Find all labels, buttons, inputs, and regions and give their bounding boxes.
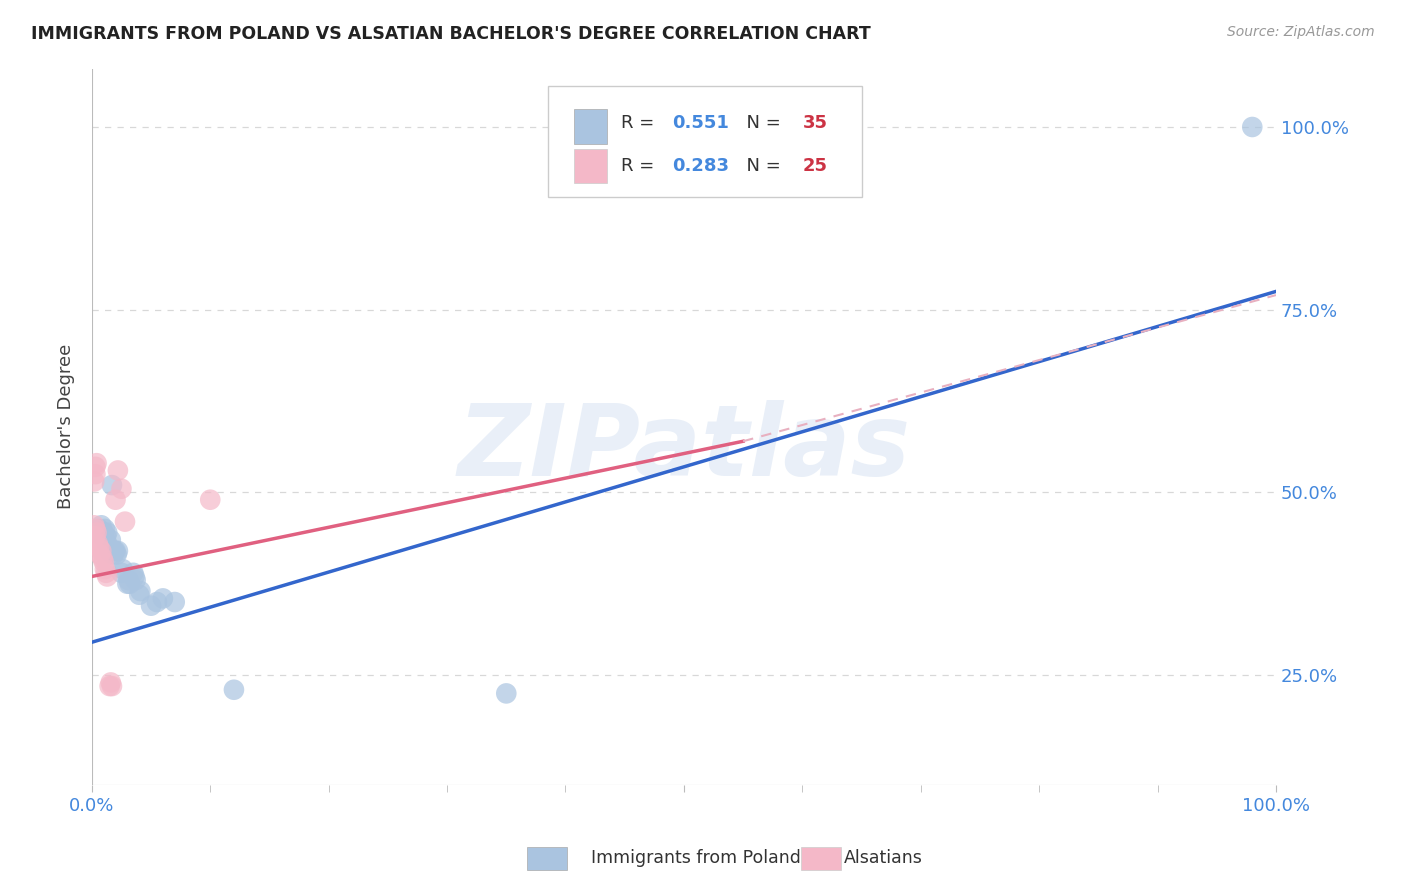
Point bbox=[110, 482, 132, 496]
Point bbox=[86, 456, 108, 470]
Point bbox=[163, 595, 186, 609]
Y-axis label: Bachelor's Degree: Bachelor's Degree bbox=[58, 344, 75, 509]
Point bbox=[94, 529, 117, 543]
Point bbox=[93, 525, 115, 540]
Point bbox=[111, 562, 134, 576]
Text: IMMIGRANTS FROM POLAND VS ALSATIAN BACHELOR'S DEGREE CORRELATION CHART: IMMIGRANTS FROM POLAND VS ALSATIAN BACHE… bbox=[31, 25, 870, 43]
Point bbox=[146, 595, 169, 609]
Text: Alsatians: Alsatians bbox=[844, 849, 922, 867]
Text: Immigrants from Poland: Immigrants from Poland bbox=[591, 849, 800, 867]
Text: R =: R = bbox=[621, 114, 661, 132]
FancyBboxPatch shape bbox=[574, 110, 607, 144]
Point bbox=[84, 459, 107, 474]
Text: R =: R = bbox=[621, 157, 661, 175]
Point bbox=[90, 518, 112, 533]
FancyBboxPatch shape bbox=[548, 87, 862, 197]
Text: Source: ZipAtlas.com: Source: ZipAtlas.com bbox=[1227, 25, 1375, 39]
Point bbox=[83, 475, 105, 489]
Point bbox=[1241, 120, 1264, 134]
Point bbox=[117, 576, 139, 591]
Point bbox=[87, 525, 110, 540]
Point bbox=[84, 522, 107, 536]
Point bbox=[91, 529, 114, 543]
Point bbox=[84, 467, 107, 482]
Point bbox=[96, 525, 118, 540]
Point bbox=[94, 566, 117, 580]
Point bbox=[129, 584, 152, 599]
Point bbox=[118, 576, 141, 591]
Point bbox=[105, 548, 128, 562]
Point bbox=[101, 478, 124, 492]
Text: ZIPatlas: ZIPatlas bbox=[457, 400, 911, 497]
Point bbox=[107, 463, 129, 477]
Point bbox=[100, 675, 122, 690]
Point bbox=[93, 555, 115, 569]
Point bbox=[86, 525, 108, 540]
Point bbox=[94, 562, 117, 576]
Point bbox=[200, 492, 222, 507]
Point bbox=[96, 569, 118, 583]
Point bbox=[139, 599, 162, 613]
Text: 0.283: 0.283 bbox=[672, 157, 730, 175]
Point bbox=[110, 566, 132, 580]
Text: N =: N = bbox=[735, 157, 786, 175]
Point bbox=[117, 573, 139, 587]
Point bbox=[90, 544, 112, 558]
Point bbox=[124, 573, 146, 587]
Point bbox=[103, 544, 125, 558]
Point bbox=[128, 588, 150, 602]
Text: 35: 35 bbox=[803, 114, 827, 132]
Point bbox=[84, 529, 107, 543]
Text: N =: N = bbox=[735, 114, 786, 132]
Text: 25: 25 bbox=[803, 157, 827, 175]
Point bbox=[104, 492, 127, 507]
Point bbox=[98, 544, 121, 558]
Point bbox=[87, 522, 110, 536]
Point bbox=[114, 515, 136, 529]
Point bbox=[152, 591, 174, 606]
Point bbox=[124, 569, 146, 583]
Point bbox=[87, 540, 110, 554]
Point bbox=[122, 566, 145, 580]
Point bbox=[495, 686, 517, 700]
Point bbox=[101, 548, 124, 562]
Point bbox=[96, 536, 118, 550]
Point bbox=[222, 682, 245, 697]
Point bbox=[91, 551, 114, 566]
Point bbox=[87, 536, 110, 550]
Point bbox=[100, 533, 122, 547]
Point bbox=[98, 679, 121, 693]
Point bbox=[89, 548, 111, 562]
Point bbox=[101, 679, 124, 693]
Text: 0.551: 0.551 bbox=[672, 114, 728, 132]
Point bbox=[83, 518, 105, 533]
Point bbox=[89, 525, 111, 540]
FancyBboxPatch shape bbox=[574, 149, 607, 183]
Point bbox=[104, 544, 127, 558]
Point bbox=[94, 522, 117, 536]
Point bbox=[107, 544, 129, 558]
